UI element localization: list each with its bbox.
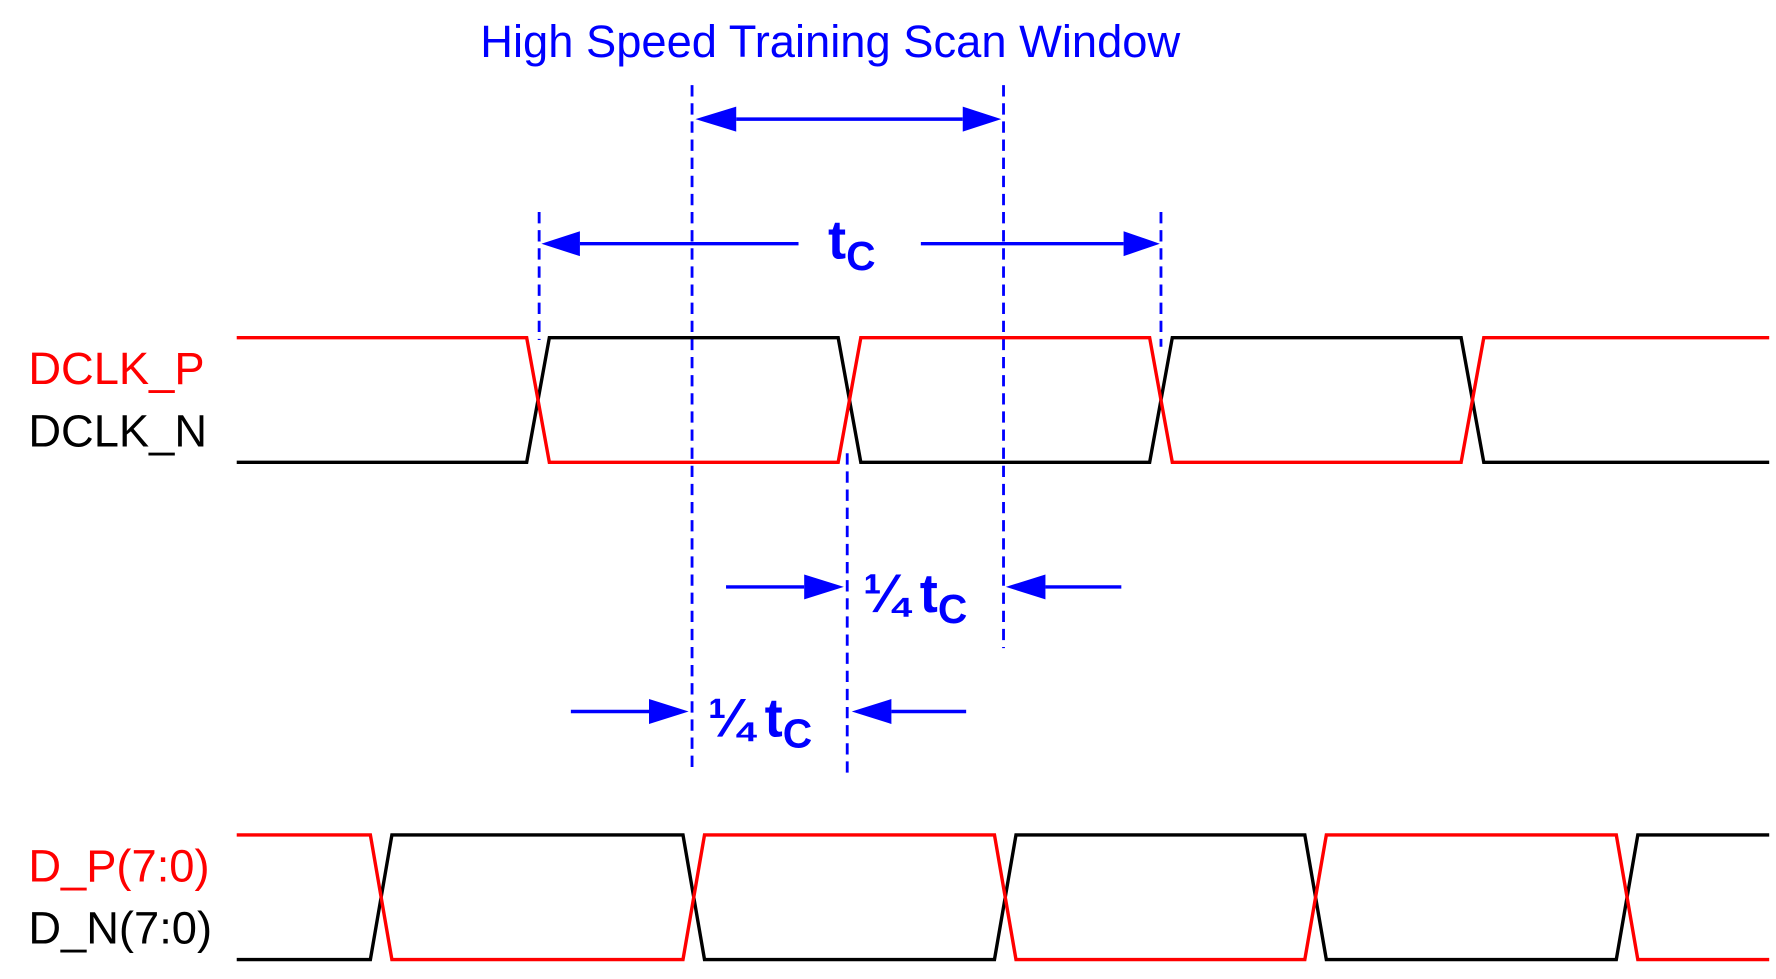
- signal-label-d-n: D_N(7:0): [28, 903, 212, 954]
- scan-window-arrow-icon: [695, 106, 1002, 132]
- signal-label-dclk-n: DCLK_N: [28, 405, 207, 456]
- quarter-arrow-lower-right-icon: [851, 699, 967, 724]
- period-label: tC: [828, 209, 876, 278]
- period-arrow-right-icon: [920, 231, 1160, 257]
- quarter-period-label-upper: ¼ tC: [863, 563, 967, 632]
- quarter-period-label-lower: ¼ tC: [708, 687, 812, 756]
- diagram-title: High Speed Training Scan Window: [480, 16, 1180, 67]
- waveform-dclk-p: [236, 336, 1770, 465]
- waveform-d-n: [236, 833, 1770, 962]
- quarter-arrow-upper-right-icon: [1005, 574, 1122, 600]
- quarter-arrow-upper-left-icon: [726, 574, 844, 600]
- waveform-d-p: [236, 833, 1770, 962]
- quarter-arrow-lower-left-icon: [570, 699, 689, 724]
- signal-label-d-p: D_P(7:0): [28, 840, 209, 891]
- period-arrow-left-icon: [541, 231, 799, 257]
- signal-label-dclk-p: DCLK_P: [28, 343, 204, 394]
